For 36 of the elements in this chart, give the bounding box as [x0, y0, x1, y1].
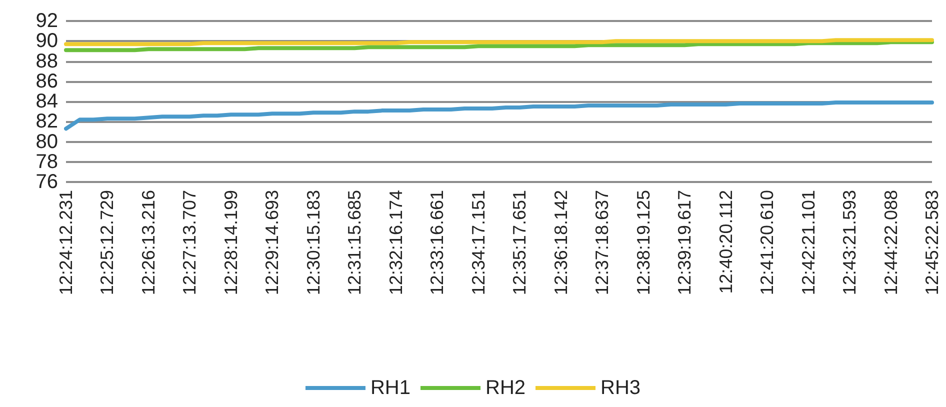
y-tick-label: 82 [36, 110, 58, 133]
x-tick-label: 12:29:14.693 [262, 190, 282, 296]
x-tick-label: 12:32:16.174 [386, 190, 406, 296]
y-tick-label: 80 [36, 130, 58, 153]
y-tick-label: 92 [36, 10, 58, 32]
x-tick-label: 12:36:18.142 [550, 190, 571, 296]
x-tick-label: 12:42:21.101 [798, 190, 818, 296]
line-series [64, 100, 934, 131]
x-tick-label: 12:33:16.661 [427, 190, 448, 296]
legend-label: RH1 [370, 377, 410, 399]
y-tick-label: 88 [36, 50, 58, 72]
x-tick-label: 12:39:19.617 [674, 190, 695, 296]
legend-label: RH2 [485, 377, 526, 399]
x-tick-label: 12:38:19.125 [633, 190, 654, 296]
x-tick-label: 12:44:22.088 [880, 190, 901, 296]
x-tick-label: 12:31:15.685 [344, 190, 365, 296]
x-tick-label: 12:27:13.707 [180, 190, 200, 296]
x-tick-label: 12:25:12.729 [97, 190, 118, 296]
x-tick-label: 12:26:13.216 [138, 190, 158, 296]
x-tick-label: 12:43:21.593 [840, 190, 860, 296]
x-tick-label: 12:41:20.610 [757, 190, 778, 296]
legend-label: RH3 [600, 377, 641, 399]
x-tick-label: 12:30:15.183 [303, 190, 324, 296]
x-tick-label: 12:24:12.231 [56, 190, 76, 296]
y-tick-label: 78 [36, 150, 58, 173]
x-tick-label: 12:28:14.199 [220, 190, 241, 296]
y-tick-label: 86 [36, 70, 58, 92]
x-tick-label: 12:45:22.583 [922, 190, 942, 296]
x-tick-label: 12:34:17.151 [468, 190, 488, 296]
x-tick-label: 12:37:18.637 [592, 190, 612, 296]
y-tick-label: 90 [36, 30, 58, 52]
y-tick-label: 84 [36, 90, 58, 112]
y-tick-label: 76 [36, 171, 58, 193]
x-tick-label: 12:40:20.112 [716, 190, 736, 294]
line-series [64, 40, 934, 52]
x-tick-label: 12:35:17.651 [510, 190, 530, 296]
